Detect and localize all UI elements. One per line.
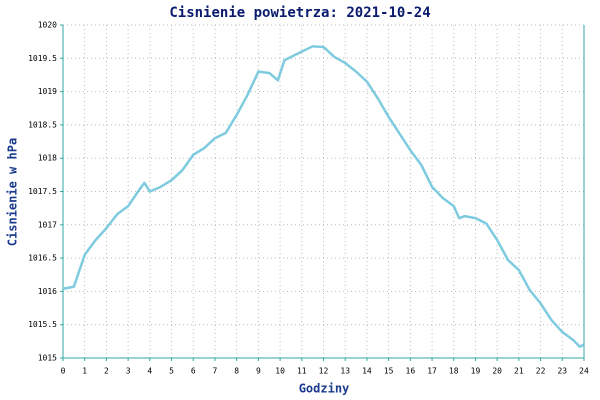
y-tick-label: 1017	[38, 220, 57, 229]
y-tick-label: 1018.5	[28, 120, 57, 129]
x-tick-label: 12	[319, 367, 329, 376]
x-tick-label: 4	[147, 367, 152, 376]
x-tick-label: 3	[126, 367, 131, 376]
y-tick-label: 1015	[38, 354, 57, 363]
x-tick-label: 15	[384, 367, 394, 376]
x-tick-label: 16	[406, 367, 416, 376]
x-tick-label: 8	[234, 367, 239, 376]
x-tick-label: 10	[275, 367, 285, 376]
x-tick-label: 1	[82, 367, 87, 376]
data-line	[62, 45, 585, 348]
x-tick-label: 19	[471, 367, 481, 376]
x-tick-label: 9	[256, 367, 261, 376]
x-tick-label: 5	[169, 367, 174, 376]
x-tick-label: 6	[191, 367, 196, 376]
x-axis-label: Godziny	[299, 382, 350, 396]
x-tick-label: 2	[104, 367, 109, 376]
y-tick-label: 1016	[38, 287, 57, 296]
x-tick-label: 23	[557, 367, 567, 376]
y-axis-label: Cisnienie w hPa	[6, 138, 20, 246]
y-tick-label: 1020	[38, 21, 57, 30]
chart-title: Cisnienie powietrza: 2021-10-24	[169, 5, 430, 21]
x-tick-label: 7	[213, 367, 218, 376]
x-tick-label: 20	[492, 367, 502, 376]
x-tick-label: 0	[61, 367, 66, 376]
x-tick-label: 21	[514, 367, 524, 376]
y-tick-label: 1017.5	[28, 187, 57, 196]
x-tick-label: 17	[427, 367, 437, 376]
y-tick-label: 1019.5	[28, 54, 57, 63]
x-tick-label: 24	[579, 367, 589, 376]
x-tick-label: 14	[362, 367, 372, 376]
x-tick-label: 11	[297, 367, 307, 376]
y-tick-label: 1018	[38, 154, 57, 163]
y-tick-label: 1016.5	[28, 254, 57, 263]
x-tick-label: 22	[536, 367, 546, 376]
y-tick-label: 1015.5	[28, 320, 57, 329]
x-tick-label: 13	[340, 367, 350, 376]
y-tick-label: 1019	[38, 87, 57, 96]
x-tick-label: 18	[449, 367, 459, 376]
